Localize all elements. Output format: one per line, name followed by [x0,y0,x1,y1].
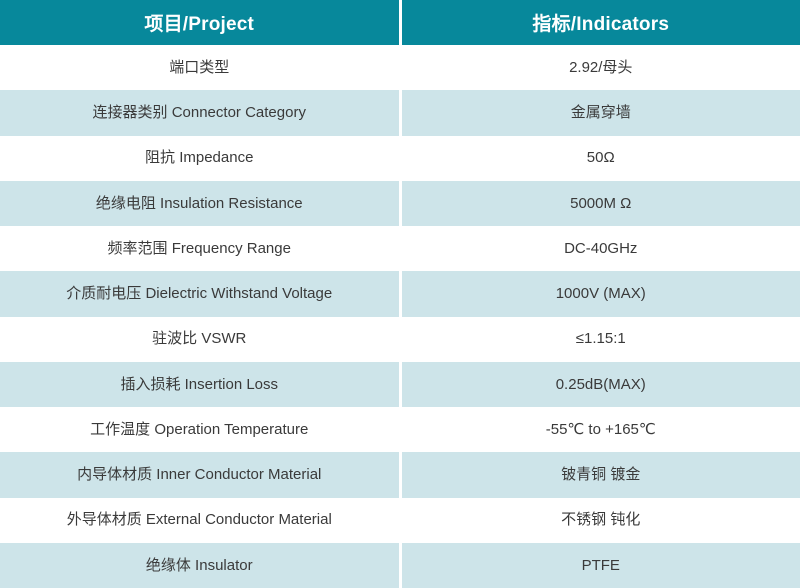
cell-project: 阻抗 Impedance [0,135,402,181]
cell-project-text: 外导体材质 External Conductor Material [66,511,332,529]
cell-indicator: ≤1.15:1 [400,316,800,362]
cell-indicator: 金属穿墙 [400,90,800,136]
cell-project: 绝缘体 Insulator [0,542,402,588]
cell-project-text: 频率范围 Frequency Range [107,239,291,257]
cell-project: 端口类型 [0,45,402,91]
table-row: 内导体材质 Inner Conductor Material 铍青铜 镀金 [0,452,800,498]
cell-project: 内导体材质 Inner Conductor Material [0,452,402,498]
table-row: 插入损耗 Insertion Loss 0.25dB(MAX) [0,361,800,407]
cell-project: 频率范围 Frequency Range [0,226,402,272]
cell-indicator-text: 0.25dB(MAX) [555,375,646,393]
cell-project-text: 绝缘电阻 Insulation Resistance [95,194,303,212]
cell-indicator-text: 5000M Ω [570,194,632,212]
cell-project: 插入损耗 Insertion Loss [0,361,402,407]
cell-project: 绝缘电阻 Insulation Resistance [0,180,402,226]
cell-project-text: 驻波比 VSWR [152,330,247,348]
cell-indicator: 1000V (MAX) [400,271,800,317]
cell-project-text: 介质耐电压 Dielectric Withstand Voltage [66,285,333,303]
cell-indicator-text: ≤1.15:1 [575,330,626,348]
cell-project: 工作温度 Operation Temperature [0,407,402,453]
table-row: 驻波比 VSWR ≤1.15:1 [0,316,800,362]
cell-project-text: 内导体材质 Inner Conductor Material [77,466,322,484]
cell-indicator: 不锈钢 钝化 [400,497,800,543]
cell-indicator-text: -55℃ to +165℃ [545,420,656,438]
cell-indicator-text: 50Ω [586,149,615,167]
cell-project-text: 阻抗 Impedance [145,149,254,167]
cell-indicator-text: PTFE [581,556,620,574]
cell-indicator-text: 金属穿墙 [570,104,631,122]
cell-project-text: 连接器类别 Connector Category [92,104,306,122]
cell-project: 连接器类别 Connector Category [0,90,402,136]
cell-indicator-text: DC-40GHz [564,239,638,257]
table-row: 工作温度 Operation Temperature -55℃ to +165℃ [0,407,800,453]
table-row: 绝缘体 Insulator PTFE [0,542,800,588]
cell-indicator: 铍青铜 镀金 [400,452,800,498]
cell-indicator-text: 2.92/母头 [569,58,633,76]
cell-indicator-text: 1000V (MAX) [555,285,646,303]
table-row: 连接器类别 Connector Category 金属穿墙 [0,90,800,136]
cell-project: 介质耐电压 Dielectric Withstand Voltage [0,271,402,317]
column-header-indicator: 指标/Indicators [400,0,800,45]
cell-indicator: DC-40GHz [400,226,800,272]
table-body: 端口类型 2.92/母头 连接器类别 Connector Category 金属… [0,45,800,588]
header-row: 项目/Project 指标/Indicators [0,0,800,45]
cell-indicator-text: 不锈钢 钝化 [561,511,641,529]
column-header-project: 项目/Project [0,0,402,45]
cell-project-text: 绝缘体 Insulator [145,556,253,574]
table-row: 端口类型 2.92/母头 [0,45,800,91]
cell-indicator: 2.92/母头 [400,45,800,91]
cell-indicator: 50Ω [400,135,800,181]
cell-project: 外导体材质 External Conductor Material [0,497,402,543]
table-header: 项目/Project 指标/Indicators [0,0,800,45]
cell-project-text: 端口类型 [169,58,230,76]
table-row: 绝缘电阻 Insulation Resistance 5000M Ω [0,180,800,226]
cell-indicator: 0.25dB(MAX) [400,361,800,407]
table-row: 外导体材质 External Conductor Material 不锈钢 钝化 [0,497,800,543]
cell-indicator: 5000M Ω [400,180,800,226]
table-row: 阻抗 Impedance 50Ω [0,135,800,181]
cell-project: 驻波比 VSWR [0,316,402,362]
cell-indicator: PTFE [400,542,800,588]
cell-indicator: -55℃ to +165℃ [400,407,800,453]
cell-project-text: 工作温度 Operation Temperature [90,420,309,438]
cell-project-text: 插入损耗 Insertion Loss [120,375,279,393]
table-row: 介质耐电压 Dielectric Withstand Voltage 1000V… [0,271,800,317]
table-row: 频率范围 Frequency Range DC-40GHz [0,226,800,272]
cell-indicator-text: 铍青铜 镀金 [561,466,641,484]
